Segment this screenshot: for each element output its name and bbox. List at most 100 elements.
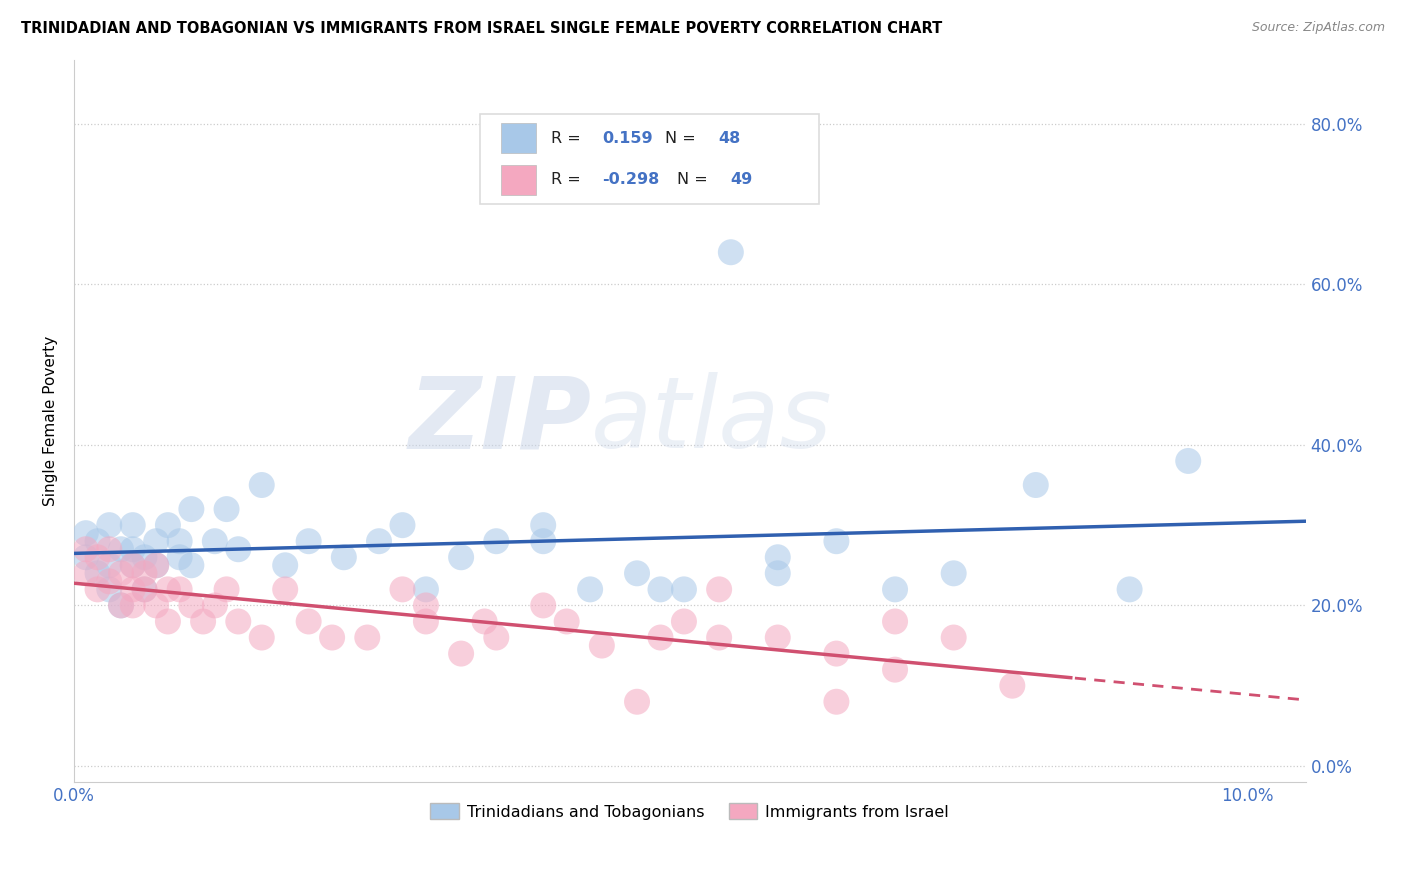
Point <box>75 550 97 565</box>
Point <box>226 615 249 629</box>
Point <box>121 599 143 613</box>
Point <box>766 550 789 565</box>
Point <box>215 582 238 597</box>
Text: ZIP: ZIP <box>408 372 592 469</box>
Point <box>672 615 695 629</box>
Point <box>356 631 378 645</box>
Point <box>86 534 108 549</box>
Point <box>720 245 742 260</box>
Point <box>86 566 108 581</box>
Point <box>650 582 672 597</box>
Point <box>156 518 179 533</box>
Y-axis label: Single Female Poverty: Single Female Poverty <box>44 335 58 506</box>
Point <box>86 582 108 597</box>
Point <box>98 582 121 597</box>
Point <box>415 582 437 597</box>
Point <box>145 534 167 549</box>
Text: 0.159: 0.159 <box>602 130 652 145</box>
Point <box>321 631 343 645</box>
Point <box>626 695 648 709</box>
Point <box>121 582 143 597</box>
Point <box>134 550 156 565</box>
Text: TRINIDADIAN AND TOBAGONIAN VS IMMIGRANTS FROM ISRAEL SINGLE FEMALE POVERTY CORRE: TRINIDADIAN AND TOBAGONIAN VS IMMIGRANTS… <box>21 21 942 37</box>
Point <box>169 534 191 549</box>
Point <box>450 550 472 565</box>
Text: 49: 49 <box>731 172 752 187</box>
Point <box>121 558 143 573</box>
Point <box>180 558 202 573</box>
Point <box>298 534 321 549</box>
Point <box>1177 454 1199 468</box>
Text: Source: ZipAtlas.com: Source: ZipAtlas.com <box>1251 21 1385 35</box>
Point <box>531 534 554 549</box>
Point <box>145 558 167 573</box>
Point <box>368 534 391 549</box>
Point <box>555 615 578 629</box>
Text: atlas: atlas <box>592 372 832 469</box>
Point <box>204 599 226 613</box>
Point <box>825 534 848 549</box>
Point <box>531 518 554 533</box>
Point <box>474 615 496 629</box>
Point <box>75 566 97 581</box>
Point <box>145 558 167 573</box>
Point <box>98 518 121 533</box>
Point <box>121 558 143 573</box>
Point <box>191 615 214 629</box>
Point <box>274 582 297 597</box>
Point <box>204 534 226 549</box>
Point <box>110 599 132 613</box>
Point <box>333 550 356 565</box>
Point <box>707 631 730 645</box>
Point <box>884 663 907 677</box>
Point <box>942 566 965 581</box>
Text: R =: R = <box>551 130 585 145</box>
Point <box>156 615 179 629</box>
Point <box>98 542 121 557</box>
Point <box>250 478 273 492</box>
Point <box>110 599 132 613</box>
Point <box>825 647 848 661</box>
Point <box>110 566 132 581</box>
Text: 48: 48 <box>718 130 741 145</box>
Point <box>169 582 191 597</box>
Point <box>145 599 167 613</box>
Point <box>415 599 437 613</box>
Point <box>579 582 602 597</box>
Point <box>121 542 143 557</box>
Point <box>884 615 907 629</box>
Point <box>825 695 848 709</box>
Point <box>180 599 202 613</box>
Point <box>274 558 297 573</box>
Point <box>766 631 789 645</box>
Point <box>98 558 121 573</box>
Point <box>110 542 132 557</box>
Text: R =: R = <box>551 172 585 187</box>
Legend: Trinidadians and Tobagonians, Immigrants from Israel: Trinidadians and Tobagonians, Immigrants… <box>425 797 956 826</box>
Point <box>485 534 508 549</box>
Point <box>86 550 108 565</box>
Point <box>531 599 554 613</box>
Point <box>1001 679 1024 693</box>
Point <box>75 542 97 557</box>
Point <box>450 647 472 661</box>
Point <box>591 639 613 653</box>
Point <box>215 502 238 516</box>
FancyBboxPatch shape <box>502 123 536 153</box>
Point <box>391 582 413 597</box>
Point <box>415 615 437 629</box>
Text: N =: N = <box>665 130 702 145</box>
Point <box>650 631 672 645</box>
Point <box>707 582 730 597</box>
Point <box>766 566 789 581</box>
Text: -0.298: -0.298 <box>602 172 659 187</box>
Point <box>1118 582 1140 597</box>
Point <box>134 582 156 597</box>
Point <box>942 631 965 645</box>
Point <box>298 615 321 629</box>
Point <box>75 526 97 541</box>
Point <box>391 518 413 533</box>
Point <box>250 631 273 645</box>
Point <box>121 518 143 533</box>
Point <box>672 582 695 597</box>
